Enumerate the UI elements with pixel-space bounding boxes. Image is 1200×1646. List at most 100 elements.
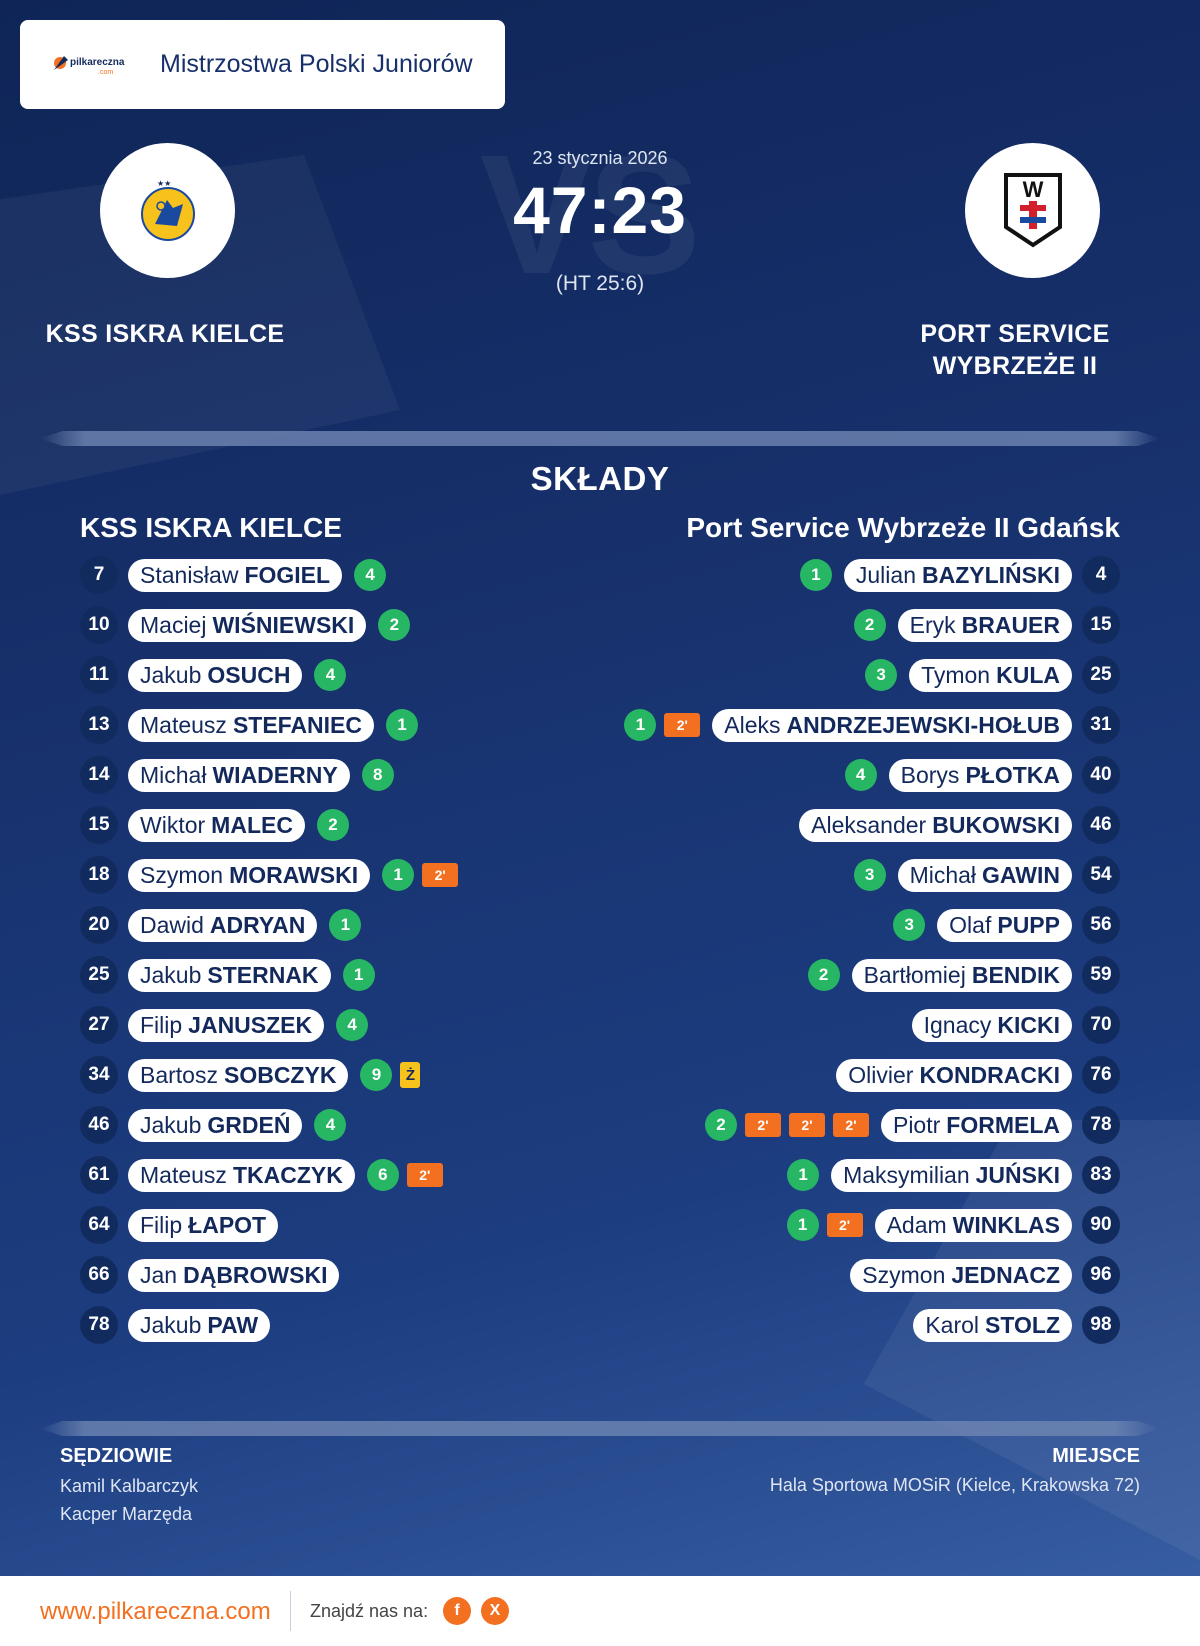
- player-first-name: Szymon: [140, 861, 224, 888]
- player-number: 34: [80, 1056, 118, 1094]
- player-last-name: PUPP: [997, 911, 1060, 938]
- website-link[interactable]: www.pilkareczna.com: [40, 1598, 271, 1625]
- player-number: 25: [1082, 656, 1120, 694]
- goals-badge: 1: [786, 1209, 819, 1241]
- player-number: 54: [1082, 856, 1120, 894]
- player-name: Bartosz SOBCZYK: [128, 1058, 349, 1092]
- home-squad-title: KSS ISKRA KIELCE: [80, 512, 342, 543]
- player-row: 1 Maksymilian JUŃSKI 83: [560, 1150, 1120, 1200]
- home-team-logo: ★★: [100, 143, 235, 278]
- player-last-name: BENDIK: [971, 961, 1060, 988]
- player-row: Olivier KONDRACKI 76: [560, 1050, 1120, 1100]
- goals-badge: 9: [360, 1059, 393, 1091]
- player-row: Ignacy KICKI 70: [560, 1000, 1120, 1050]
- player-last-name: DĄBROWSKI: [183, 1261, 328, 1288]
- x-icon[interactable]: X: [481, 1597, 509, 1625]
- player-number: 46: [80, 1106, 118, 1144]
- away-team-logo: W: [965, 143, 1100, 278]
- player-last-name: JANUSZEK: [188, 1011, 313, 1038]
- yellow-card-badge: Ż: [400, 1062, 421, 1088]
- player-number: 40: [1082, 756, 1120, 794]
- player-first-name: Dawid: [140, 911, 204, 938]
- player-first-name: Maksymilian: [843, 1161, 970, 1188]
- player-row: Aleksander BUKOWSKI 46: [560, 800, 1120, 850]
- crest-letter: W: [1022, 177, 1043, 202]
- facebook-icon[interactable]: f: [443, 1597, 471, 1625]
- player-name: Szymon JEDNACZ: [850, 1258, 1072, 1292]
- player-last-name: TKACZYK: [232, 1161, 343, 1188]
- goals-badge: 4: [314, 1109, 347, 1141]
- player-last-name: STERNAK: [207, 961, 319, 988]
- logo-text: pilkareczna: [70, 57, 125, 68]
- player-name: Aleks ANDRZEJEWSKI-HOŁUB: [712, 708, 1072, 742]
- player-name: Szymon MORAWSKI: [128, 858, 371, 892]
- player-row: 2 Eryk BRAUER 15: [560, 600, 1120, 650]
- player-first-name: Stanisław: [140, 561, 239, 588]
- player-row: 64 Filip ŁAPOT: [80, 1200, 640, 1250]
- player-last-name: PŁOTKA: [965, 761, 1060, 788]
- player-last-name: OSUCH: [207, 661, 291, 688]
- player-number: 4: [1082, 556, 1120, 594]
- player-name: Jakub PAW: [128, 1308, 271, 1342]
- player-last-name: BRAUER: [961, 611, 1060, 638]
- player-first-name: Michał: [909, 861, 977, 888]
- goals-badge: 1: [386, 709, 419, 741]
- player-number: 7: [80, 556, 118, 594]
- home-roster: 7 Stanisław FOGIEL 4 10 Maciej WIŚNIEWSKI 2 11 Ja…: [80, 550, 640, 1344]
- player-first-name: Ignacy: [923, 1011, 992, 1038]
- player-last-name: KULA: [996, 661, 1060, 688]
- player-first-name: Wiktor: [140, 811, 206, 838]
- halftime-score: (HT 25:6): [555, 272, 645, 295]
- player-name: Maciej WIŚNIEWSKI: [128, 608, 367, 642]
- divider: [40, 1421, 1160, 1436]
- player-row: 3 Tymon KULA 25: [560, 650, 1120, 700]
- player-first-name: Piotr: [892, 1111, 941, 1138]
- player-first-name: Julian: [855, 561, 916, 588]
- player-name: Olaf PUPP: [937, 908, 1072, 942]
- match-date: 23 stycznia 2026: [532, 148, 668, 168]
- player-first-name: Jan: [140, 1261, 178, 1288]
- player-first-name: Adam: [886, 1211, 947, 1238]
- goals-badge: 2: [704, 1109, 737, 1141]
- away-team-name-line2: WYBRZEŻE II: [932, 352, 1098, 380]
- player-number: 90: [1082, 1206, 1120, 1244]
- player-name: Borys PŁOTKA: [888, 758, 1072, 792]
- player-row: 7 Stanisław FOGIEL 4: [80, 550, 640, 600]
- competition-title: Mistrzostwa Polski Juniorów: [160, 50, 473, 78]
- player-name: Eryk BRAUER: [897, 608, 1072, 642]
- venue-label: MIEJSCE: [1052, 1445, 1140, 1467]
- player-first-name: Bartosz: [140, 1061, 218, 1088]
- referee-name: Kacper Marzęda: [60, 1504, 193, 1524]
- referees-label: SĘDZIOWIE: [60, 1445, 173, 1467]
- player-row: 18 Szymon MORAWSKI 1 2': [80, 850, 640, 900]
- player-number: 78: [1082, 1106, 1120, 1144]
- vs-watermark: VS: [480, 120, 701, 310]
- player-number: 31: [1082, 706, 1120, 744]
- player-number: 98: [1082, 1306, 1120, 1344]
- player-row: Karol STOLZ 98: [560, 1300, 1120, 1350]
- goals-badge: 4: [844, 759, 877, 791]
- player-row: 34 Bartosz SOBCZYK 9 Ż: [80, 1050, 640, 1100]
- goals-badge: 4: [336, 1009, 369, 1041]
- player-name: Julian BAZYLIŃSKI: [843, 558, 1072, 592]
- player-first-name: Bartłomiej: [863, 961, 966, 988]
- player-first-name: Jakub: [140, 961, 202, 988]
- goals-badge: 4: [314, 659, 347, 691]
- player-row: 4 Borys PŁOTKA 40: [560, 750, 1120, 800]
- player-name: Michał GAWIN: [897, 858, 1072, 892]
- player-first-name: Karol: [925, 1311, 980, 1338]
- player-number: 20: [80, 906, 118, 944]
- player-number: 10: [80, 606, 118, 644]
- player-last-name: GAWIN: [982, 861, 1060, 888]
- goals-badge: 3: [853, 859, 886, 891]
- player-number: 25: [80, 956, 118, 994]
- player-first-name: Eryk: [909, 611, 956, 638]
- player-row: 66 Jan DĄBROWSKI: [80, 1250, 640, 1300]
- player-last-name: ADRYAN: [209, 911, 306, 938]
- player-row: 2 Bartłomiej BENDIK 59: [560, 950, 1120, 1000]
- player-name: Piotr FORMELA: [880, 1108, 1072, 1142]
- home-team-name: KSS ISKRA KIELCE: [45, 320, 285, 348]
- pilkareczna-logo: pilkareczna .com: [54, 56, 125, 76]
- player-first-name: Olaf: [949, 911, 992, 938]
- player-row: 27 Filip JANUSZEK 4: [80, 1000, 640, 1050]
